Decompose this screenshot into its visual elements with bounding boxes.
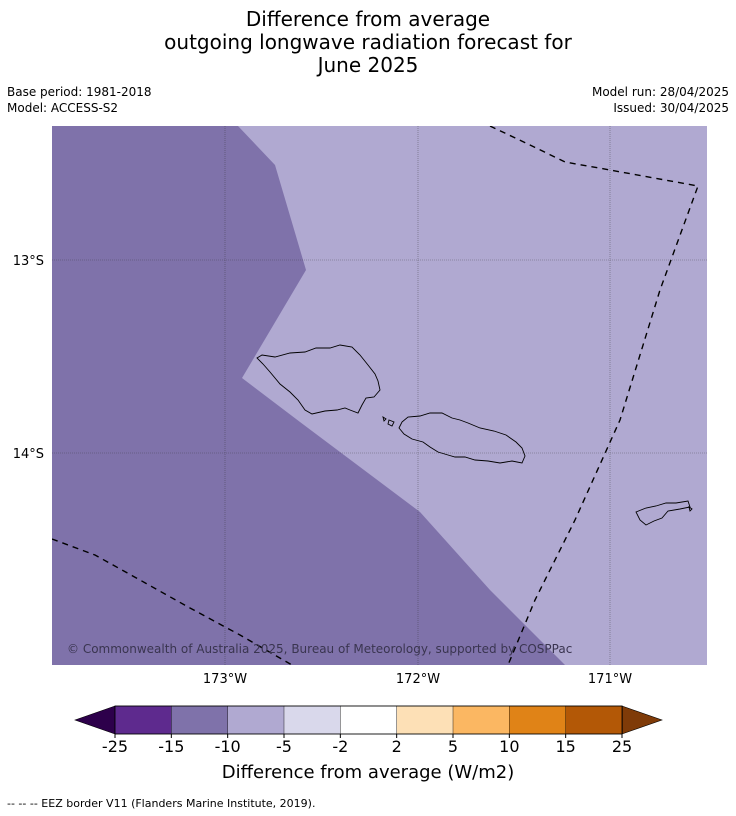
model-run: Model run: 28/04/2025 [591, 85, 729, 99]
island-manono [387, 419, 395, 427]
eez-line-east [489, 126, 699, 665]
colorbar-segment [340, 705, 398, 735]
colorbar-segment [227, 705, 285, 735]
issued-date: Issued: 30/04/2025 [613, 101, 729, 115]
colorbar-segment [452, 705, 511, 735]
islands [256, 344, 693, 526]
meta-right: Model run: 28/04/2025 Issued: 30/04/2025 [592, 84, 729, 116]
island-upolu [398, 412, 526, 464]
colorbar-tick-label: -5 [276, 737, 292, 756]
title-line-3: June 2025 [317, 53, 419, 77]
colorbar-extend-high [621, 705, 663, 735]
island-aunuu [688, 505, 693, 512]
colorbar-tick-label: 5 [448, 737, 458, 756]
colorbar-tick-label: -10 [215, 737, 241, 756]
region-west [52, 126, 565, 665]
model-name: Model: ACCESS-S2 [7, 101, 119, 115]
colorbar-frame [114, 705, 623, 735]
colorbar-tick-label: -2 [332, 737, 348, 756]
island-savaii [256, 344, 381, 415]
colorbar-segment [565, 705, 623, 735]
colorbar-tick-label: 25 [612, 737, 632, 756]
colorbar-segment [171, 705, 229, 735]
colorbar: -25 -15 -10 -5 -2 2 5 10 15 25 Difference from av… [74, 705, 663, 783]
colorbar-tick-label: 10 [499, 737, 519, 756]
colorbar-segment [509, 705, 567, 735]
eez-line-southwest [52, 538, 293, 665]
base-period: Base period: 1981-2018 [7, 85, 152, 99]
colorbar-extend-low [74, 705, 116, 735]
lon-label-172w: 172°W [396, 672, 440, 687]
colorbar-title: Difference from average (W/m2) [222, 762, 514, 783]
island-apolima [382, 415, 387, 422]
lon-label-173w: 173°W [203, 672, 247, 687]
colorbar-tick-label: -25 [102, 737, 128, 756]
lat-label-13s: 13°S [13, 254, 44, 269]
eez-border [52, 126, 699, 665]
colorbar-tick-label: 15 [555, 737, 575, 756]
lon-label-171w: 171°W [588, 672, 632, 687]
map-area: © Commonwealth of Australia 2025, Bureau… [52, 126, 707, 665]
colorbar-segment [283, 705, 342, 735]
colorbar-tick-label: -15 [158, 737, 184, 756]
meta-left: Base period: 1981-2018 Model: ACCESS-S2 [7, 84, 152, 116]
colorbar-segment [396, 705, 454, 735]
map-title: Difference from average outgoing longwav… [0, 8, 736, 77]
colorbar-tick-label: 2 [392, 737, 402, 756]
title-line-2: outgoing longwave radiation forecast for [164, 30, 572, 54]
colorbar-segment [114, 705, 173, 735]
eez-footnote: -- -- -- EEZ border V11 (Flanders Marine… [7, 797, 316, 810]
lat-label-14s: 14°S [13, 447, 44, 462]
island-tutuila [635, 500, 691, 526]
copyright-text: © Commonwealth of Australia 2025, Bureau… [67, 642, 572, 656]
title-line-1: Difference from average [245, 7, 491, 31]
